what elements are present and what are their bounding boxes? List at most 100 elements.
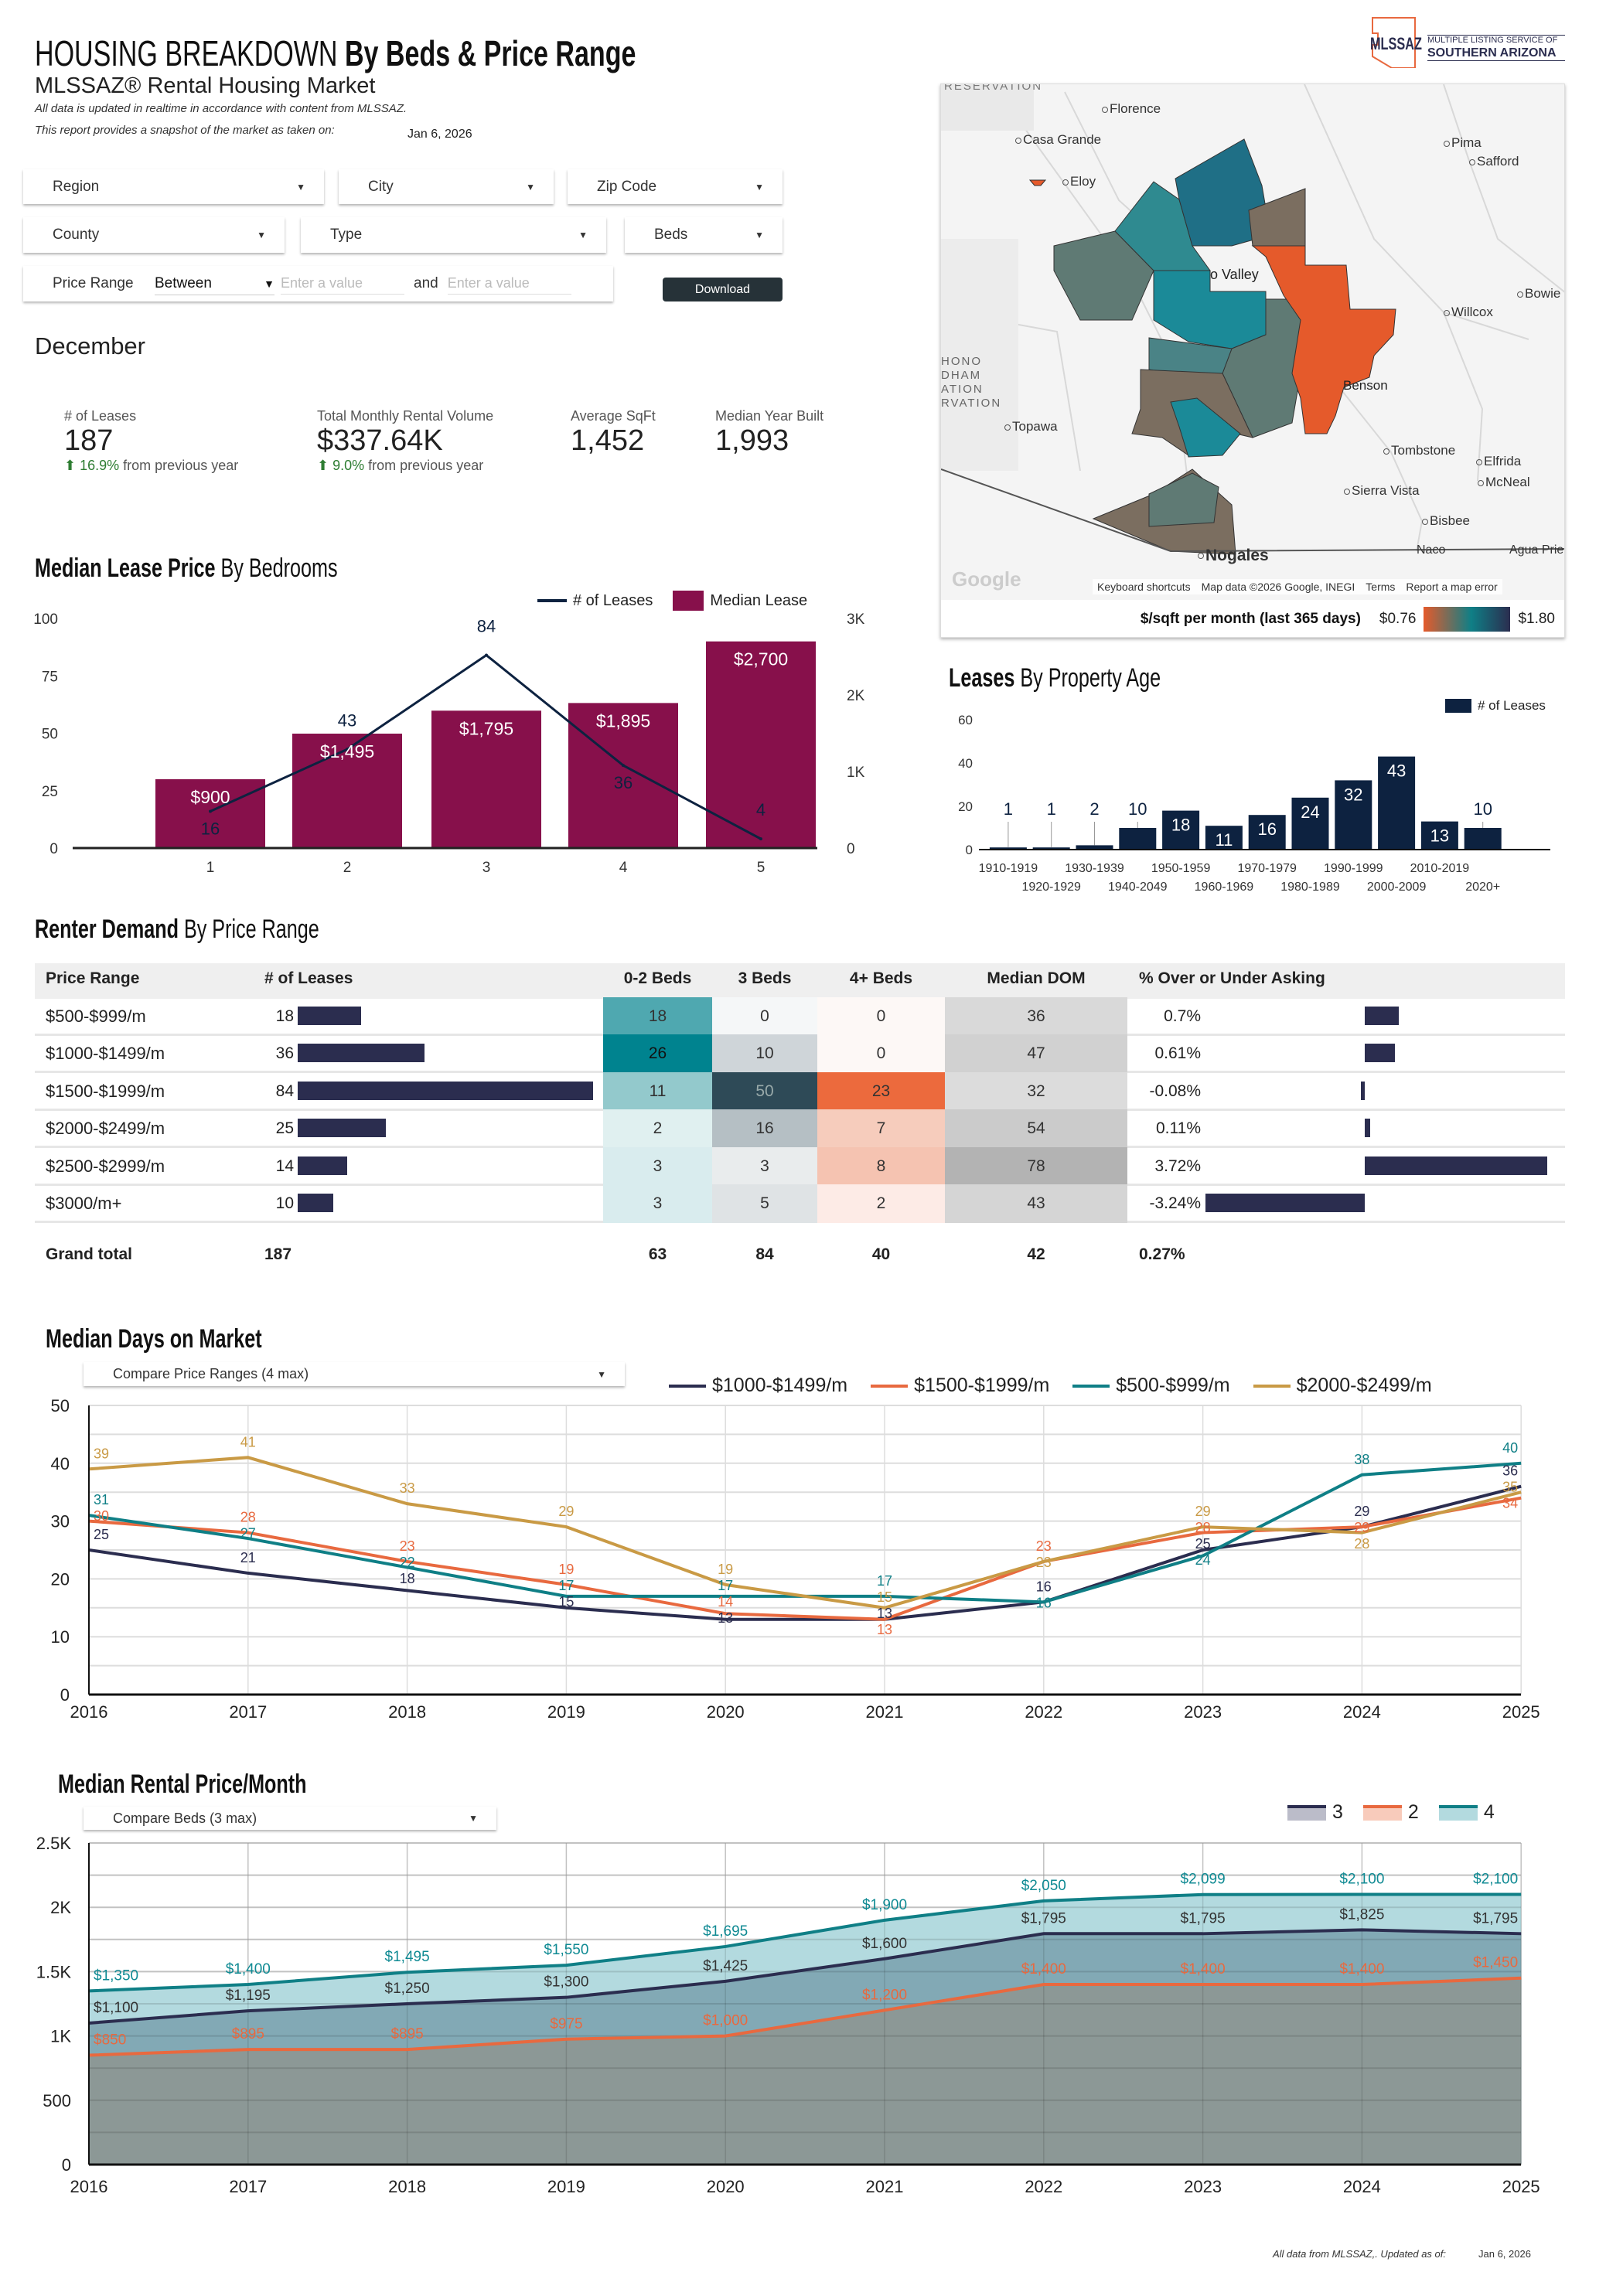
point-data-label: $1,350 <box>94 1967 138 1984</box>
bar-leases <box>1162 810 1200 850</box>
x-tick: 2022 <box>1025 2177 1062 2196</box>
column-header: Price Range <box>46 969 140 987</box>
city-dropdown[interactable]: City ▼ <box>339 169 554 204</box>
dropdown-arrow-icon: ▼ <box>296 181 305 192</box>
pct-asking-cell: 0.11% <box>1156 1119 1201 1138</box>
point-data-label: 30 <box>94 1508 109 1524</box>
compare-price-ranges-dropdown[interactable]: Compare Price Ranges (4 max) ▼ <box>84 1362 625 1386</box>
dom-cell: 36 <box>945 997 1127 1036</box>
legend-label: # of Leases <box>1478 698 1546 713</box>
place-label: Sierra Vista <box>1344 483 1420 498</box>
point-data-label: 31 <box>94 1492 109 1507</box>
beds-dropdown[interactable]: Beds ▼ <box>625 217 783 253</box>
y-tick: 2.5K <box>36 1834 72 1853</box>
leases-count: 18 <box>275 1007 294 1025</box>
report-error-link[interactable]: Report a map error <box>1406 581 1498 593</box>
y-tick: 500 <box>43 2091 71 2110</box>
legend-label: $1500-$1999/m <box>914 1375 1050 1396</box>
b3-cell: 3 <box>712 1146 817 1186</box>
dropdown-arrow-icon: ▼ <box>755 181 764 192</box>
point-data-label: 25 <box>94 1527 109 1542</box>
place-label: Pima <box>1444 135 1482 150</box>
y-tick: 30 <box>51 1512 70 1531</box>
x-tick: 2017 <box>229 1702 267 1722</box>
place-label: Agua Prie <box>1509 543 1564 557</box>
point-data-label: 29 <box>558 1504 574 1519</box>
border-line <box>941 468 1564 553</box>
point-data-label: $895 <box>390 2026 423 2042</box>
y-tick-left: 0 <box>49 841 58 857</box>
point-data-label: 23 <box>400 1538 415 1554</box>
leases-bar <box>298 1044 425 1063</box>
total-3-beds: 84 <box>755 1245 774 1263</box>
title-bold: By Beds & Price Range <box>344 33 636 73</box>
dropdown-arrow-icon: ▼ <box>264 277 274 290</box>
x-tick: 2024 <box>1343 2177 1381 2196</box>
point-data-label: $2,100 <box>1473 1872 1518 1888</box>
type-dropdown[interactable]: Type ▼ <box>301 217 606 253</box>
table-row: $1500-$1999/m 84 11 50 23 32 -0.08% <box>35 1071 1565 1111</box>
legend-line-swatch <box>669 1384 706 1388</box>
demand-section-title: Renter Demand By Price Range <box>35 915 319 944</box>
pct-asking-cell: -0.08% <box>1149 1082 1201 1100</box>
b02-cell: 11 <box>603 1071 712 1111</box>
table-row: $3000/m+ 10 3 5 2 43 -3.24% <box>35 1184 1565 1223</box>
point-data-label: 35 <box>1502 1480 1518 1495</box>
x-tick: 1990-1999 <box>1324 862 1383 875</box>
download-button[interactable]: Download <box>663 278 783 301</box>
region-label: HONO DHAM ATION RVATION <box>941 355 1002 410</box>
max-price-input[interactable]: Enter a value <box>447 273 571 295</box>
map-labels: Florence Casa Grande Eloy Pima Safford B… <box>941 84 1564 600</box>
x-tick: 1910-1919 <box>979 862 1038 875</box>
point-data-label: 28 <box>1195 1520 1211 1535</box>
b02-cell: 18 <box>603 997 712 1036</box>
map-data-text: Map data ©2026 Google, INEGI <box>1201 581 1355 593</box>
legend-label: $500-$999/m <box>1116 1375 1230 1396</box>
kpi-avg-sqft: Average SqFt 1,452 <box>571 408 656 458</box>
kpi-value: 187 <box>64 424 114 457</box>
b3-cell: 10 <box>712 1034 817 1074</box>
keyboard-shortcuts-link[interactable]: Keyboard shortcuts <box>1097 581 1191 593</box>
page-title: HOUSING BREAKDOWN By Beds & Price Range <box>35 36 847 71</box>
y-tick-left: 75 <box>42 669 58 685</box>
x-tick: 1950-1959 <box>1151 862 1211 875</box>
point-data-label: $1,795 <box>1181 1910 1226 1926</box>
kpi-change-pct: 9.0% <box>332 458 365 473</box>
legend-line-swatch <box>537 599 567 602</box>
legend-swatch <box>1287 1804 1326 1821</box>
kpi-leases: # of Leases 187 ⬆ 16.9% from previous ye… <box>64 408 238 474</box>
point-data-label: 40 <box>1502 1440 1518 1456</box>
county-dropdown[interactable]: County ▼ <box>23 217 285 253</box>
x-tick: 2019 <box>547 1702 585 1722</box>
total-pct: 0.27% <box>1139 1245 1185 1263</box>
dom-cell: 78 <box>945 1146 1127 1186</box>
min-price-input[interactable]: Enter a value <box>281 273 404 295</box>
zip-dropdown[interactable]: Zip Code ▼ <box>568 169 783 204</box>
place-label: Bisbee <box>1422 513 1470 528</box>
leases-count: 14 <box>275 1157 294 1175</box>
x-tick: 2025 <box>1502 1702 1540 1722</box>
region-dropdown[interactable]: Region ▼ <box>23 169 324 204</box>
title-main: HOUSING BREAKDOWN <box>35 33 338 73</box>
b02-cell: 3 <box>603 1184 712 1223</box>
x-tick: 2019 <box>547 2177 585 2196</box>
leases-data-label: 16 <box>201 819 220 838</box>
point-data-label: 17 <box>558 1578 574 1593</box>
line-series <box>88 1461 1522 1604</box>
footer-date: Jan 6, 2026 <box>1478 2248 1531 2260</box>
legend-label: # of Leases <box>573 591 653 609</box>
terms-link[interactable]: Terms <box>1366 581 1396 593</box>
area-beds-4 <box>89 1894 1522 2165</box>
area-beds-3 <box>89 1930 1522 2165</box>
price-range-cell: $500-$999/m <box>46 1007 146 1026</box>
point-data-label: $1,400 <box>1181 1961 1226 1977</box>
column-header: Median DOM <box>987 969 1086 987</box>
price-operator-select[interactable]: Between ▼ <box>155 272 274 295</box>
bar-leases <box>1205 826 1243 850</box>
point-data-label: 28 <box>1354 1536 1369 1552</box>
leases-count: 25 <box>275 1119 294 1138</box>
compare-beds-dropdown[interactable]: Compare Beds (3 max) ▼ <box>84 1807 496 1830</box>
price-per-sqft-map[interactable]: Florence Casa Grande Eloy Pima Safford B… <box>940 83 1565 638</box>
dom-section-title: Median Days on Market <box>46 1324 262 1354</box>
logo-line2: SOUTHERN ARIZONA <box>1427 46 1565 61</box>
